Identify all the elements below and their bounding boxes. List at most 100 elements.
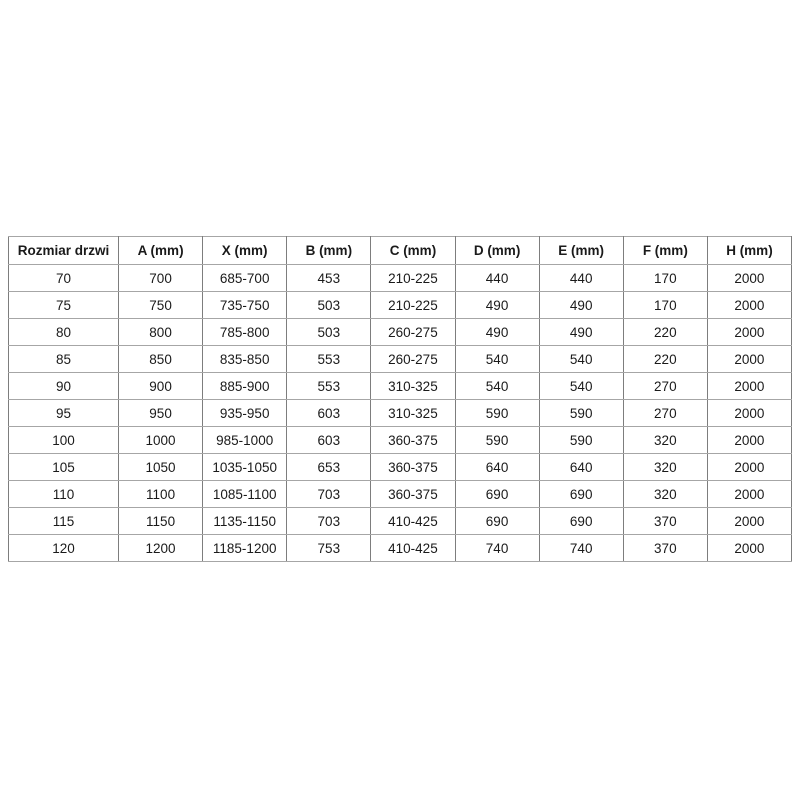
table-cell: 90 xyxy=(8,372,119,400)
table-cell: 850 xyxy=(117,345,204,373)
table-cell: 370 xyxy=(622,507,708,535)
table-row: 90 900 885-900 553 310-325 540 540 270 2000 xyxy=(8,372,793,400)
table-cell: 2000 xyxy=(706,426,793,454)
table-cell: 1100 xyxy=(117,480,204,508)
table-cell: 590 xyxy=(454,426,540,454)
table-row: 115 1150 1135-1150 703 410-425 690 690 370 2000 xyxy=(8,507,793,535)
table-cell: 540 xyxy=(538,345,624,373)
table-cell: 2000 xyxy=(706,507,793,535)
table-body: 70 700 685-700 453 210-225 440 440 170 2000 75 750… xyxy=(8,264,793,562)
table-cell: 1150 xyxy=(117,507,204,535)
table-cell: 490 xyxy=(538,291,624,319)
table-cell: 410-425 xyxy=(370,507,456,535)
table-cell: 210-225 xyxy=(370,291,456,319)
table-cell: 220 xyxy=(622,345,708,373)
table-cell: 75 xyxy=(8,291,119,319)
table-cell: 985-1000 xyxy=(202,426,288,454)
table-cell: 540 xyxy=(454,372,540,400)
table-cell: 2000 xyxy=(706,534,793,562)
table-cell: 490 xyxy=(454,291,540,319)
header-row: Rozmiar drzwi A (mm) X (mm) B (mm) C (mm) D (… xyxy=(8,236,793,265)
table-cell: 553 xyxy=(286,345,372,373)
table-cell: 2000 xyxy=(706,399,793,427)
table-cell: 2000 xyxy=(706,453,793,481)
table-cell: 370 xyxy=(622,534,708,562)
table-cell: 170 xyxy=(622,291,708,319)
table-cell: 2000 xyxy=(706,291,793,319)
table-cell: 270 xyxy=(622,399,708,427)
table-cell: 110 xyxy=(8,480,119,508)
table-cell: 260-275 xyxy=(370,345,456,373)
table-cell: 800 xyxy=(117,318,204,346)
table-cell: 740 xyxy=(454,534,540,562)
table-header: Rozmiar drzwi A (mm) X (mm) B (mm) C (mm) D (… xyxy=(8,236,793,265)
table-cell: 105 xyxy=(8,453,119,481)
column-header: F (mm) xyxy=(622,236,708,265)
table-cell: 360-375 xyxy=(370,453,456,481)
table-cell: 503 xyxy=(286,318,372,346)
table-cell: 690 xyxy=(538,480,624,508)
table-row: 75 750 735-750 503 210-225 490 490 170 2000 xyxy=(8,291,793,319)
table-cell: 2000 xyxy=(706,318,793,346)
table-cell: 410-425 xyxy=(370,534,456,562)
table-cell: 2000 xyxy=(706,345,793,373)
table-cell: 590 xyxy=(454,399,540,427)
table-cell: 950 xyxy=(117,399,204,427)
table-cell: 1185-1200 xyxy=(202,534,288,562)
table-cell: 1200 xyxy=(117,534,204,562)
table-cell: 1050 xyxy=(117,453,204,481)
table-cell: 503 xyxy=(286,291,372,319)
table-cell: 170 xyxy=(622,264,708,292)
table-cell: 220 xyxy=(622,318,708,346)
table-cell: 453 xyxy=(286,264,372,292)
table-cell: 553 xyxy=(286,372,372,400)
table-cell: 735-750 xyxy=(202,291,288,319)
table-cell: 490 xyxy=(454,318,540,346)
table-row: 105 1050 1035-1050 653 360-375 640 640 320 2000 xyxy=(8,453,793,481)
column-header: C (mm) xyxy=(370,236,456,265)
table-cell: 115 xyxy=(8,507,119,535)
table-cell: 85 xyxy=(8,345,119,373)
table-cell: 540 xyxy=(538,372,624,400)
column-header: B (mm) xyxy=(286,236,372,265)
table-cell: 640 xyxy=(454,453,540,481)
column-header: E (mm) xyxy=(538,236,624,265)
table-cell: 603 xyxy=(286,399,372,427)
table-cell: 1135-1150 xyxy=(202,507,288,535)
table-cell: 2000 xyxy=(706,264,793,292)
table-cell: 2000 xyxy=(706,480,793,508)
table-cell: 740 xyxy=(538,534,624,562)
table-cell: 95 xyxy=(8,399,119,427)
table-cell: 753 xyxy=(286,534,372,562)
table-cell: 440 xyxy=(454,264,540,292)
table-cell: 653 xyxy=(286,453,372,481)
table-row: 95 950 935-950 603 310-325 590 590 270 2000 xyxy=(8,399,793,427)
table-row: 110 1100 1085-1100 703 360-375 690 690 320 2000 xyxy=(8,480,793,508)
table-row: 120 1200 1185-1200 753 410-425 740 740 370 2000 xyxy=(8,534,793,562)
table-cell: 270 xyxy=(622,372,708,400)
table-cell: 320 xyxy=(622,453,708,481)
table-cell: 703 xyxy=(286,507,372,535)
table-cell: 603 xyxy=(286,426,372,454)
table-cell: 590 xyxy=(538,399,624,427)
table-cell: 1000 xyxy=(117,426,204,454)
table-cell: 1035-1050 xyxy=(202,453,288,481)
table-cell: 590 xyxy=(538,426,624,454)
door-size-table: Rozmiar drzwi A (mm) X (mm) B (mm) C (mm) D (… xyxy=(8,236,793,562)
table-cell: 835-850 xyxy=(202,345,288,373)
table-cell: 885-900 xyxy=(202,372,288,400)
column-header: D (mm) xyxy=(454,236,540,265)
column-header: X (mm) xyxy=(202,236,288,265)
table-cell: 360-375 xyxy=(370,426,456,454)
table-cell: 70 xyxy=(8,264,119,292)
table-cell: 310-325 xyxy=(370,372,456,400)
table-cell: 640 xyxy=(538,453,624,481)
column-header: A (mm) xyxy=(117,236,204,265)
table-cell: 2000 xyxy=(706,372,793,400)
table-cell: 935-950 xyxy=(202,399,288,427)
table-cell: 690 xyxy=(538,507,624,535)
table-cell: 310-325 xyxy=(370,399,456,427)
table-cell: 690 xyxy=(454,480,540,508)
table-cell: 210-225 xyxy=(370,264,456,292)
table-cell: 320 xyxy=(622,480,708,508)
